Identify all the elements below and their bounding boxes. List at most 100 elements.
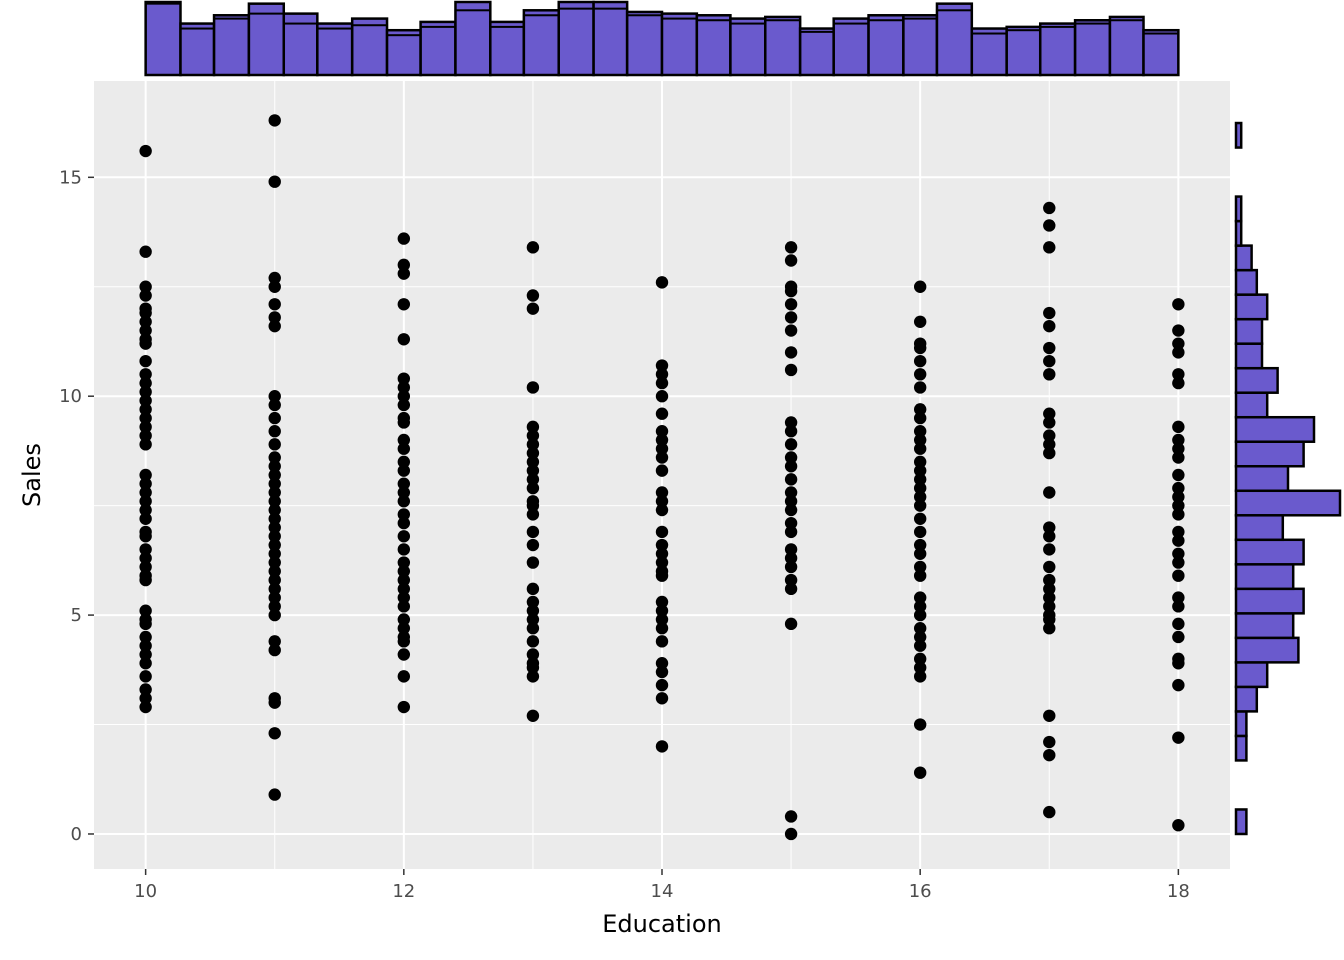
data-point xyxy=(139,530,152,543)
data-point xyxy=(1043,241,1056,254)
data-point xyxy=(1043,219,1056,232)
data-point xyxy=(397,390,411,403)
data-point xyxy=(268,788,281,801)
top-histogram-bar xyxy=(247,2,286,77)
data-point xyxy=(1172,442,1185,455)
data-point xyxy=(268,438,281,451)
data-point xyxy=(913,499,927,512)
top-histogram-bar xyxy=(419,20,457,77)
data-point xyxy=(1043,543,1056,556)
data-point xyxy=(268,425,281,438)
data-point xyxy=(1172,481,1185,495)
data-point xyxy=(784,438,798,451)
data-point xyxy=(784,416,798,429)
data-point xyxy=(139,324,152,337)
right-histogram-bar xyxy=(1234,195,1243,223)
data-point xyxy=(526,429,540,442)
data-point xyxy=(397,258,411,272)
data-point xyxy=(1043,748,1056,762)
data-point xyxy=(526,420,540,434)
data-point xyxy=(913,608,927,622)
data-point xyxy=(268,298,281,311)
top-histogram-bar xyxy=(902,14,939,77)
data-point xyxy=(1043,613,1056,626)
data-point xyxy=(1172,376,1185,390)
data-point xyxy=(526,481,540,495)
data-point xyxy=(268,530,281,543)
data-point xyxy=(397,670,411,683)
data-point xyxy=(655,451,669,464)
data-point xyxy=(913,718,927,731)
data-point xyxy=(268,460,281,473)
top-histogram-bar xyxy=(798,27,835,77)
data-point xyxy=(655,556,669,569)
data-point xyxy=(784,551,798,565)
data-point xyxy=(784,516,798,530)
data-point xyxy=(1172,298,1185,311)
data-point xyxy=(913,525,927,539)
data-point xyxy=(1043,709,1056,722)
data-point xyxy=(1172,368,1185,381)
data-point xyxy=(913,490,927,504)
data-point xyxy=(784,346,798,359)
data-point xyxy=(268,565,281,578)
top-histogram-bar xyxy=(179,22,216,77)
data-point xyxy=(655,538,669,552)
data-point xyxy=(139,354,152,368)
data-point xyxy=(526,709,540,722)
data-point xyxy=(1172,451,1185,464)
data-point xyxy=(784,473,798,486)
data-point xyxy=(655,657,669,670)
data-point xyxy=(655,359,669,372)
data-point xyxy=(655,569,669,582)
data-point xyxy=(526,508,540,521)
data-point xyxy=(913,600,927,613)
data-point xyxy=(397,530,411,543)
data-point xyxy=(397,298,411,311)
data-point xyxy=(1172,468,1185,482)
right-histogram-bar xyxy=(1234,268,1259,296)
data-point xyxy=(139,245,152,258)
data-point xyxy=(268,521,281,534)
data-point xyxy=(784,582,798,596)
right-histogram-bar xyxy=(1234,366,1279,394)
data-point xyxy=(1043,341,1056,355)
data-point xyxy=(397,573,411,587)
data-point xyxy=(268,503,281,517)
data-point xyxy=(397,372,411,385)
data-point xyxy=(139,368,152,381)
right-histogram-bar xyxy=(1234,514,1285,542)
data-point xyxy=(526,613,540,626)
data-point xyxy=(655,368,669,381)
data-point xyxy=(526,302,540,315)
data-point xyxy=(268,477,281,490)
data-point xyxy=(784,486,798,499)
data-point xyxy=(784,451,798,464)
data-point xyxy=(139,315,152,328)
data-point xyxy=(139,503,152,517)
data-point xyxy=(655,635,669,648)
data-point xyxy=(397,508,411,521)
x-tick-label: 18 xyxy=(1167,881,1190,902)
right-histogram-bar xyxy=(1234,342,1264,370)
data-point xyxy=(1043,560,1056,574)
data-point xyxy=(1043,306,1056,320)
data-point xyxy=(397,333,411,346)
data-point xyxy=(913,652,927,666)
data-point xyxy=(913,442,927,455)
data-point xyxy=(784,284,798,298)
data-point xyxy=(526,446,540,460)
data-point xyxy=(913,464,927,477)
data-point xyxy=(139,692,152,705)
data-point xyxy=(655,442,669,455)
data-point xyxy=(1043,530,1056,543)
data-point xyxy=(1172,569,1185,582)
top-histogram-bar xyxy=(1005,25,1042,77)
top-histogram-bar xyxy=(489,20,526,77)
right-histogram-bar xyxy=(1234,293,1269,321)
data-point xyxy=(1043,438,1056,451)
data-point xyxy=(655,464,669,477)
data-point xyxy=(1043,735,1056,749)
data-point xyxy=(913,639,927,652)
